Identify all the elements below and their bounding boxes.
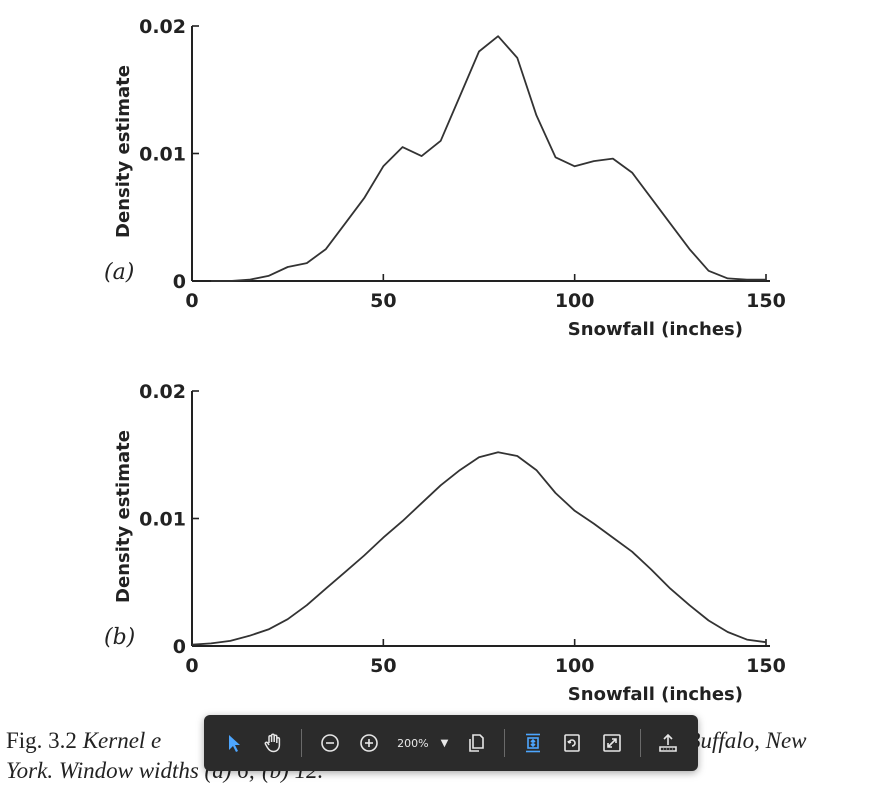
zoom-out-button[interactable] — [312, 725, 348, 761]
zoom-in-button[interactable] — [352, 725, 388, 761]
x-tick-label: 0 — [185, 655, 198, 677]
rotate-page-button[interactable] — [554, 725, 590, 761]
x-tick-label: 150 — [746, 290, 786, 312]
page-copy-button[interactable] — [458, 725, 494, 761]
page-copy-icon — [469, 734, 484, 752]
x-axis-label: Snowfall (inches) — [568, 684, 743, 705]
zoom-level-value: 200% — [397, 736, 429, 750]
caption-left-text: Kernel e — [82, 728, 162, 753]
zoom-out-icon — [321, 734, 339, 752]
y-tick-label: 0.02 — [139, 16, 186, 38]
y-tick-label: 0.01 — [139, 509, 186, 531]
share-upload-icon — [659, 733, 678, 752]
density-curve-b — [191, 451, 767, 646]
floating-toolbar: 200% ▼ — [204, 715, 698, 771]
hand-pan-icon — [264, 733, 281, 753]
y-tick-label: 0.01 — [139, 144, 186, 166]
y-tick-label: 0 — [173, 636, 186, 658]
x-tick-label: 100 — [555, 290, 595, 312]
fit-height-icon — [525, 733, 540, 753]
toolbar-divider — [639, 729, 641, 757]
chart-panel-b: 0 50 100 150 0 0.01 0.02 Snowfall (inches) Densi… — [104, 381, 786, 705]
x-tick-label: 150 — [746, 655, 786, 677]
fit-height-button[interactable] — [515, 725, 551, 761]
select-tool-button[interactable] — [216, 725, 252, 761]
figure-number: Fig. 3.2 — [6, 728, 77, 753]
chevron-down-icon: ▼ — [440, 737, 449, 749]
x-tick-label: 50 — [370, 655, 396, 677]
zoom-in-icon — [360, 734, 379, 752]
panel-label: (b) — [104, 625, 135, 650]
toolbar-divider — [301, 729, 303, 757]
y-axis-label: Density estimate — [113, 430, 134, 603]
y-tick-label: 0.02 — [139, 381, 186, 403]
x-axis-label: Snowfall (inches) — [568, 319, 743, 340]
full-screen-button[interactable] — [594, 725, 630, 761]
select-cursor-icon — [228, 735, 240, 752]
toolbar-divider — [503, 729, 505, 757]
x-tick-label: 50 — [370, 290, 396, 312]
panel-label: (a) — [104, 260, 134, 285]
chart-panel-a: 0 50 100 150 0 0.01 0.02 Snowfall (inches) Densi… — [104, 16, 786, 340]
zoom-level-dropdown[interactable]: 200% ▼ — [397, 725, 448, 761]
x-tick-label: 0 — [185, 290, 198, 312]
hand-tool-button[interactable] — [256, 725, 292, 761]
share-button[interactable] — [650, 725, 686, 761]
x-tick-label: 100 — [555, 655, 595, 677]
y-tick-label: 0 — [173, 271, 186, 293]
rotate-page-icon — [564, 734, 580, 752]
full-screen-icon — [602, 734, 621, 752]
y-axis-label: Density estimate — [113, 65, 134, 238]
density-curve-a — [211, 35, 766, 282]
